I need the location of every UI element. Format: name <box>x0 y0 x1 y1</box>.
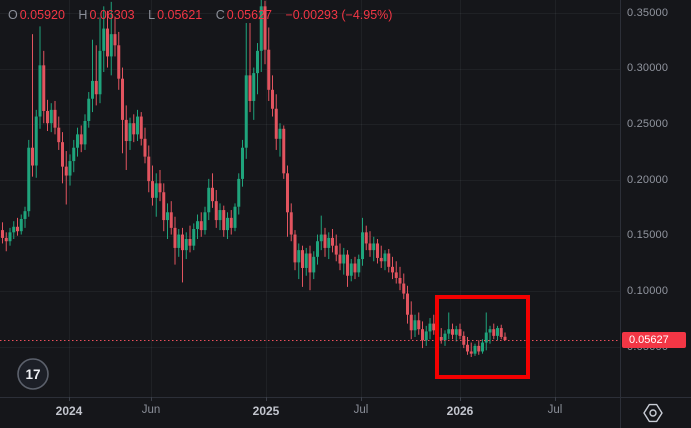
logo-circle <box>17 358 49 390</box>
time-axis-label: 2024 <box>55 404 83 418</box>
time-axis-label: Jul <box>547 404 563 416</box>
price-axis-label: 0.30000 <box>627 62 669 75</box>
high-value: 0.06303 <box>89 8 135 22</box>
open-label: O <box>8 8 18 22</box>
logo-glyph: 17 <box>25 367 40 382</box>
drawing-rectangle[interactable] <box>435 295 530 379</box>
tradingview-logo[interactable]: 17 <box>17 358 49 390</box>
close-value: 0.05627 <box>226 8 272 22</box>
gear-icon[interactable] <box>642 402 664 424</box>
price-axis-label: 0.25000 <box>627 117 669 130</box>
ohlc-legend: O 0.05920 H 0.06303 L 0.05621 C 0.05627 −0.0… <box>8 7 392 24</box>
gear-hexagon <box>643 403 663 423</box>
change-value: −0.00293 (−4.95%) <box>285 8 393 22</box>
price-axis[interactable]: 0.050000.100000.150000.200000.250000.300… <box>620 0 691 397</box>
last-price-line <box>0 340 620 341</box>
time-axis[interactable]: 2024 Jun 2025 Jul 2026 Jul <box>0 397 691 428</box>
open-value: 0.05920 <box>19 8 65 22</box>
price-axis-label: 0.35000 <box>627 6 669 19</box>
close-label: C <box>215 8 225 22</box>
price-axis-label: 0.10000 <box>627 284 669 297</box>
gear-center <box>649 409 657 417</box>
time-axis-label: Jun <box>141 404 161 416</box>
high-label: H <box>78 8 88 22</box>
last-price-label: 0.05627 <box>622 332 686 349</box>
time-axis-label: 2026 <box>446 404 474 418</box>
time-axis-label: Jul <box>353 404 369 416</box>
price-axis-label: 0.15000 <box>627 229 669 242</box>
low-value: 0.05621 <box>157 8 203 22</box>
time-axis-label: 2025 <box>252 404 280 418</box>
price-axis-label: 0.20000 <box>627 173 669 186</box>
low-label: L <box>148 8 156 22</box>
